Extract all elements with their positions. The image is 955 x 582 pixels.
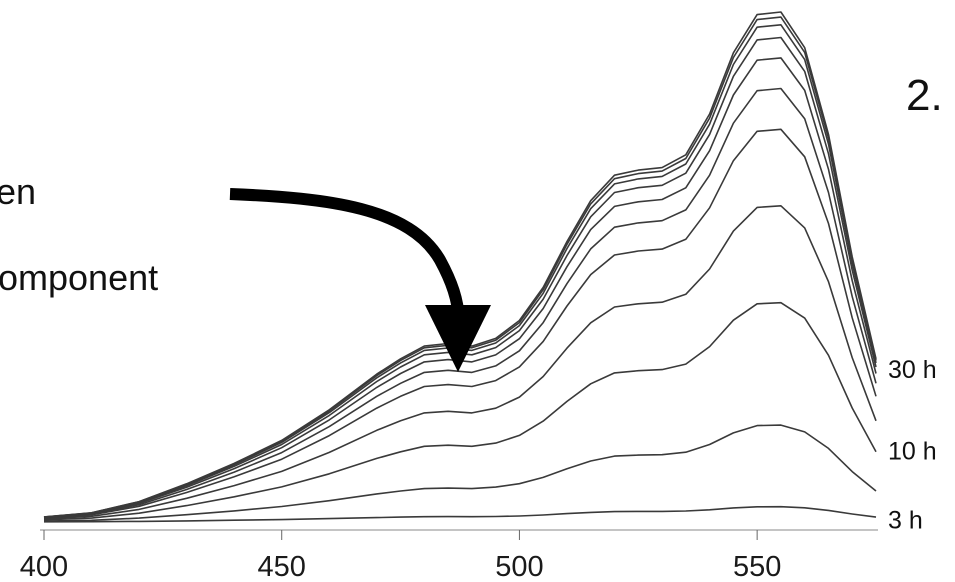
series-line-5 xyxy=(43,128,877,519)
series-line-7 xyxy=(43,57,877,519)
series-label: 3 h xyxy=(888,507,923,535)
x-tick-label: 400 xyxy=(20,551,68,582)
series-line-4 xyxy=(43,205,877,520)
series-lines xyxy=(43,11,877,523)
series-line-3 xyxy=(43,301,877,521)
x-axis-ticks: 400 450 500 550 xyxy=(20,530,781,582)
x-tick-label: 500 xyxy=(495,551,543,582)
series-label: 30 h xyxy=(888,356,937,384)
series-line-6 xyxy=(43,87,877,519)
corner-number: 2. xyxy=(906,71,943,120)
annotation-line-2: omponent xyxy=(0,257,158,298)
series-line-9 xyxy=(43,24,877,518)
x-tick-label: 550 xyxy=(733,551,781,582)
series-line-11 xyxy=(43,11,877,518)
series-label: 10 h xyxy=(888,438,937,466)
annotation-line-1: en xyxy=(0,171,36,212)
series-labels: 30 h 10 h 3 h xyxy=(888,356,937,535)
curved-arrow-icon xyxy=(229,188,491,372)
x-tick-label: 450 xyxy=(258,551,306,582)
series-line-10 xyxy=(43,16,877,518)
series-line-1 xyxy=(43,505,877,523)
series-line-2 xyxy=(43,424,877,522)
series-line-8 xyxy=(43,36,877,518)
